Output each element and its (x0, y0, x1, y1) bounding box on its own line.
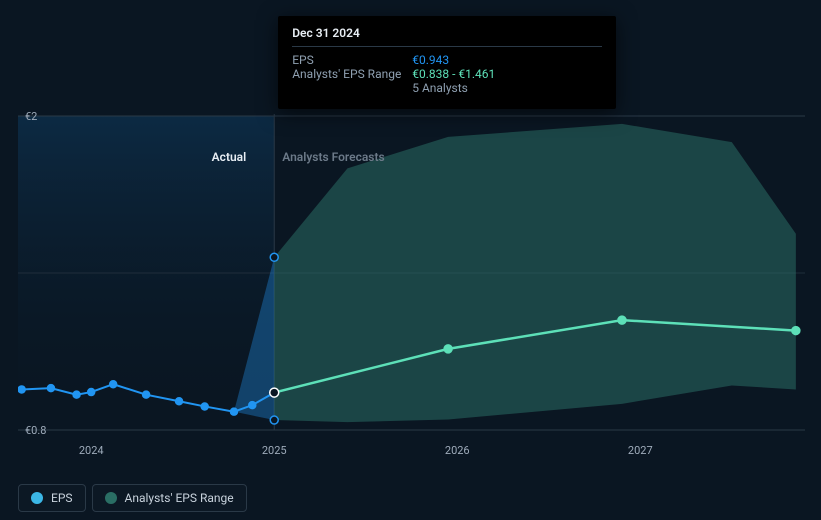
legend: EPS Analysts' EPS Range (18, 484, 247, 512)
legend-label: EPS (51, 491, 73, 505)
legend-swatch-icon (105, 492, 117, 504)
x-axis: 2024202520262027 (18, 444, 805, 462)
y-axis-label-bottom: €0.8 (25, 424, 46, 437)
tooltip-key-eps: EPS (292, 53, 412, 67)
tooltip-val-range: €0.838 - €1.461 (412, 67, 495, 81)
y-axis-label-top: €2 (25, 110, 37, 123)
legend-label: Analysts' EPS Range (125, 491, 234, 505)
legend-swatch-icon (31, 492, 43, 504)
region-label-actual: Actual (212, 150, 247, 164)
legend-item-range[interactable]: Analysts' EPS Range (92, 484, 247, 512)
legend-item-eps[interactable]: EPS (18, 484, 86, 512)
tooltip-sub: 5 Analysts (412, 81, 468, 95)
region-label-forecast: Analysts Forecasts (282, 150, 384, 164)
tooltip-date: Dec 31 2024 (292, 26, 602, 40)
chart-tooltip: Dec 31 2024 EPS €0.943 Analysts' EPS Ran… (278, 16, 616, 109)
eps-chart[interactable]: €2 €0.8 Actual Analysts Forecasts Dec 31… (18, 0, 805, 470)
tooltip-key-range: Analysts' EPS Range (292, 67, 412, 81)
tooltip-val-eps: €0.943 (412, 53, 449, 67)
